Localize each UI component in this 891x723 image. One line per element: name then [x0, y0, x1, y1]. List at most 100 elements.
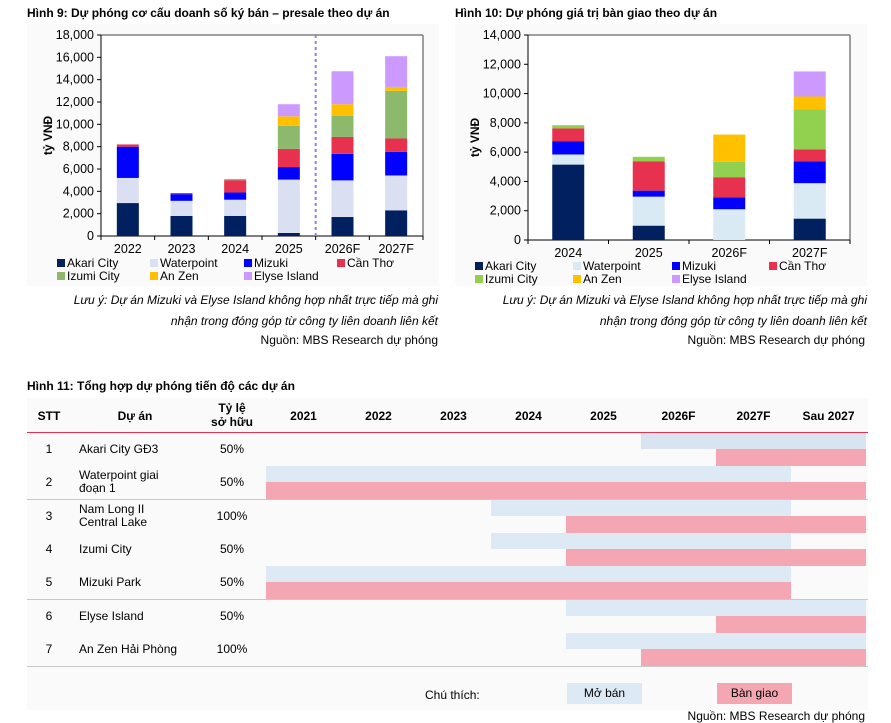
bar-segment-cần-thơ	[552, 128, 585, 142]
handover-bar	[716, 449, 866, 466]
legend-label: Elyse Island	[682, 272, 747, 286]
row-project-line1: An Zen Hải Phòng	[79, 642, 178, 656]
fig10-note: Lưu ý: Dự án Mizuki và Elyse Island khôn…	[455, 290, 867, 332]
row-stt: 2	[45, 475, 53, 489]
y-tick-label: 10,000	[56, 117, 94, 131]
fig10-note-line1: Lưu ý: Dự án Mizuki và Elyse Island khôn…	[502, 293, 867, 307]
header-stt: STT	[37, 409, 61, 423]
bar-segment-an-zen	[385, 86, 408, 91]
row-project: Mizuki Park	[79, 576, 199, 589]
row-project-line1: Mizuki Park	[79, 575, 142, 589]
legend-swatch	[150, 272, 158, 280]
y-tick-label: 16,000	[56, 50, 94, 64]
fig10-note-line2: nhận trong đóng góp từ công ty liên doan…	[599, 314, 867, 328]
header-period: 2024	[515, 409, 542, 423]
legend-handover: Bàn giao	[717, 683, 792, 704]
header-period: Sau 2027	[802, 409, 855, 423]
bar-segment-mizuki	[170, 194, 193, 201]
legend-item: Elyse Island	[672, 273, 747, 286]
row-project-line1: Nam Long II	[79, 502, 145, 516]
bar-segment-akari-city	[116, 203, 139, 236]
row-ownership: 50%	[219, 542, 245, 556]
bar-segment-izumi-city	[224, 179, 247, 181]
legend-caption: Chú thích:	[425, 688, 480, 702]
legend-item: Cần Thơ	[337, 257, 394, 270]
x-tick-label: 2022	[114, 242, 142, 256]
fig11-legend: Chú thích: Mở bán Bàn giao	[27, 667, 868, 710]
bar-segment-izumi-city	[713, 161, 746, 178]
legend-swatch	[337, 259, 345, 267]
row-project: Akari City GĐ3	[79, 443, 199, 456]
bar-segment-mizuki	[632, 190, 665, 197]
bar-segment-cần-thơ	[713, 177, 746, 198]
row-project: Waterpoint giai đoạn 1	[79, 469, 199, 495]
header-project: Dự án	[117, 409, 153, 423]
bar-segment-cần-thơ	[170, 193, 193, 195]
bar-segment-akari-city	[170, 215, 193, 236]
y-tick-label: 2,000	[63, 207, 94, 221]
row-project-line1: Izumi City	[79, 542, 132, 556]
x-tick-label: 2025	[635, 246, 663, 260]
header-period: 2022	[365, 409, 392, 423]
legend-item: Waterpoint	[150, 257, 218, 270]
fig9-note-line2: nhận trong đóng góp từ công ty liên doan…	[170, 314, 438, 328]
row-stt: 6	[45, 609, 53, 623]
table-row: 4 Izumi City 50%	[27, 533, 868, 567]
bar-segment-mizuki	[713, 197, 746, 210]
bar-segment-elyse-island	[793, 71, 826, 97]
x-tick-label: 2026F	[325, 242, 361, 256]
handover-bar	[716, 616, 866, 633]
row-project-line2: đoạn 1	[79, 481, 116, 495]
table-row: 7 An Zen Hải Phòng 100%	[27, 633, 868, 667]
row-stt: 5	[45, 575, 53, 589]
y-tick-label: 8,000	[63, 140, 94, 154]
bar-segment-cần-thơ	[277, 148, 300, 168]
x-tick-label: 2023	[168, 242, 196, 256]
plot-area	[101, 35, 423, 236]
bar-segment-an-zen	[277, 116, 300, 126]
row-project: Elyse Island	[79, 610, 199, 623]
legend-label: Mizuki	[254, 256, 289, 270]
legend-swatch	[475, 262, 483, 270]
legend-item: Cần Thơ	[769, 260, 826, 273]
legend-swatch	[573, 262, 581, 270]
open-sale-bar	[566, 633, 866, 649]
fig10-title: Hình 10: Dự phóng giá trị bàn giao theo …	[455, 6, 718, 20]
x-tick-label: 2025	[275, 242, 303, 256]
x-tick-label: 2024	[554, 246, 582, 260]
row-project-line1: Elyse Island	[79, 609, 144, 623]
legend-item: Mizuki	[672, 260, 716, 273]
legend-swatch	[244, 259, 252, 267]
fig10-source: Nguồn: MBS Research dự phóng	[687, 333, 865, 347]
row-project: An Zen Hải Phòng	[79, 643, 199, 656]
bar-segment-waterpoint	[552, 154, 585, 165]
bar-segment-an-zen	[713, 134, 746, 162]
fig9-title: Hình 9: Dự phóng cơ cấu doanh số ký bán …	[27, 6, 390, 20]
legend-label: Izumi City	[485, 272, 538, 286]
legend-swatch	[573, 275, 581, 283]
bar-segment-waterpoint	[385, 175, 408, 211]
legend-item: Elyse Island	[244, 270, 319, 283]
bar-segment-mizuki	[552, 141, 585, 155]
legend-item: Izumi City	[57, 270, 120, 283]
fig9-legend: Akari City Waterpoint Mizuki Cần Thơ Izumi C…	[57, 257, 437, 285]
legend-item: Mizuki	[244, 257, 288, 270]
bar-segment-elyse-island	[331, 71, 354, 105]
handover-bar	[566, 516, 866, 533]
handover-bar	[641, 649, 866, 666]
bar-segment-izumi-city	[385, 90, 408, 139]
bar-segment-izumi-city	[793, 109, 826, 150]
row-project: Nam Long II Central Lake	[79, 503, 199, 529]
header-period: 2023	[440, 409, 467, 423]
bar-segment-an-zen	[331, 104, 354, 116]
legend-label: Waterpoint	[160, 256, 218, 270]
bar-segment-akari-city	[552, 164, 585, 240]
fig10-chart: 0 2,000 4,000 6,000 8,000 10,000 12,000 14,000 2…	[468, 28, 851, 260]
bar-segment-cần-thơ	[331, 136, 354, 154]
row-stt: 4	[45, 542, 53, 556]
fig9-note-line1: Lưu ý: Dự án Mizuki và Elyse Island khôn…	[73, 293, 438, 307]
legend-swatch	[769, 262, 777, 270]
bar-segment-izumi-city	[552, 125, 585, 129]
row-ownership: 50%	[219, 442, 245, 456]
legend-label: Akari City	[485, 259, 537, 273]
